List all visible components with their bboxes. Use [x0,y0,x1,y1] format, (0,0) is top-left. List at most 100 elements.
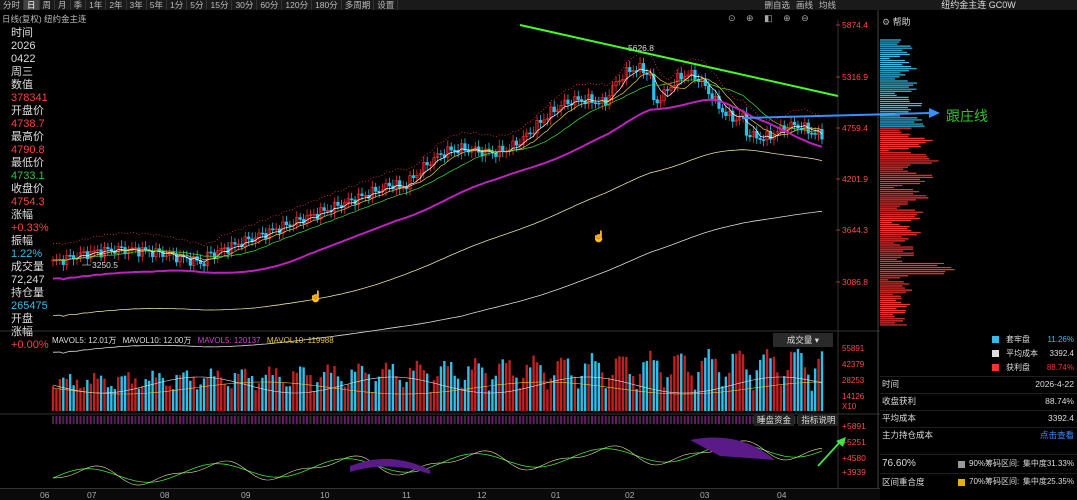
candle-body [439,153,443,155]
period-tab-1[interactable]: 日 [24,0,40,10]
candle-body [374,186,378,192]
toolbar-action-2[interactable]: 均线 [818,0,836,10]
ma120-line [53,210,823,354]
indicator-help-button[interactable]: 指标说明 [798,414,839,426]
period-tab-12[interactable]: 30分 [232,0,258,10]
volume-bar [371,391,374,411]
legend-value: 11.26% [1047,335,1074,344]
indicator-fill [350,458,430,474]
volume-bar [82,387,86,411]
volume-bar [487,390,491,411]
volume-bar [717,372,721,411]
ma20-line [53,79,823,262]
period-tab-16[interactable]: 多周期 [342,0,375,10]
candle-body [408,175,412,190]
volume-bar [175,375,178,411]
volume-bar [813,368,817,411]
candle-body [762,139,766,141]
overlap-label: 区间重合度 [882,477,925,487]
low-label: 最低价 [11,157,44,169]
period-tab-0[interactable]: 分时 [0,0,25,10]
volume-bar [611,374,614,411]
period-tab-7[interactable]: 3年 [127,0,147,10]
period-tab-15[interactable]: 180分 [312,0,342,10]
period-tab-3[interactable]: 月 [55,0,71,10]
volume-bar [652,360,655,411]
candle-body [473,146,477,152]
candle-body [394,180,398,190]
period-tab-17[interactable]: 设置 [374,0,399,10]
chart-tool-icons[interactable]: ⊙ ⊕ ◧ ⊕ ⊖ [728,13,813,23]
volume-bar [450,362,453,411]
period-tab-11[interactable]: 15分 [207,0,233,10]
period-tab-4[interactable]: 季 [71,0,87,10]
volume-bar [680,353,683,411]
period-tab-5[interactable]: 1年 [86,0,107,10]
help-button[interactable]: ⚙ 帮助 [882,15,911,28]
candle-body [542,119,546,123]
volume-indicator-dropdown[interactable]: 成交量 ▾ [773,333,833,347]
price-tick-label: 3644.3 [842,225,868,235]
main-cost-link[interactable]: 点击查看 [1039,430,1074,440]
candle-body [641,63,646,74]
toolbar-action-1[interactable]: 画线 [795,0,813,10]
candle-body [463,143,467,151]
volume-tick-label: 55891 [842,344,865,353]
candle-body [78,252,83,259]
volume-bar [590,353,594,411]
volume-bar [192,377,195,411]
volume-bar [110,385,113,411]
volume-bar [769,358,772,411]
volume-bar [707,349,710,411]
mavol5-text: MAVOL5: 12.01万 [52,336,117,345]
volume-bar [415,360,419,411]
price-tick-label: 4201.9 [842,174,868,184]
time-axis: 06 07 08 09 10 11 12 01 02 03 04 [0,488,880,500]
volume-bar [72,385,75,411]
period-tab-14[interactable]: 120分 [282,0,313,10]
legend-trapped: 套牢盘 11.26% [880,333,1077,346]
volume-bar [511,375,515,411]
volume-bar [796,349,800,411]
candle-body [247,236,251,240]
volume-bar [807,374,810,411]
period-tab-9[interactable]: 1分 [167,0,188,10]
volume-bar [491,379,494,411]
volume-bar [731,353,734,411]
volume-bar [494,375,498,411]
volume-bar [202,378,206,411]
trend-line [519,24,839,97]
legend-swatch [992,364,999,371]
volume-bar [656,360,659,411]
volume-bar [292,371,295,411]
volume-bar [261,377,264,411]
close-value: 4754.3 [11,196,45,208]
mavol10-text: MAVOL10: 12.00万 [122,336,192,345]
volume-bar [367,374,371,411]
candle-body [332,201,337,213]
period-tab-2[interactable]: 周 [40,0,56,10]
cursor-hand-icon: ☝ [309,289,323,303]
amplitude-value: 1.22% [11,248,43,260]
period-tab-6[interactable]: 2年 [106,0,127,10]
candle-body [367,194,371,199]
volume-bar [638,373,642,411]
candle-body [274,228,278,231]
open-value: 4738.7 [11,118,45,130]
volume-bar [295,372,298,411]
toolbar-action-0[interactable]: 删自选 [764,0,790,10]
period-tab-10[interactable]: 5分 [187,0,208,10]
volume-bar [89,383,92,411]
candle-body [288,224,292,227]
price-tick-label: 4759.4 [842,123,868,133]
candle-body [188,257,192,266]
period-tab-8[interactable]: 5年 [147,0,168,10]
volume-tick-label: X10 [842,402,857,411]
help-icon: ⚙ [882,17,891,27]
fund-flow-button[interactable]: 睡盘资金 [754,414,795,426]
candle-body [219,248,223,251]
period-tab-13[interactable]: 60分 [257,0,283,10]
year-value: 2026 [11,40,36,52]
candle-body [628,67,632,73]
